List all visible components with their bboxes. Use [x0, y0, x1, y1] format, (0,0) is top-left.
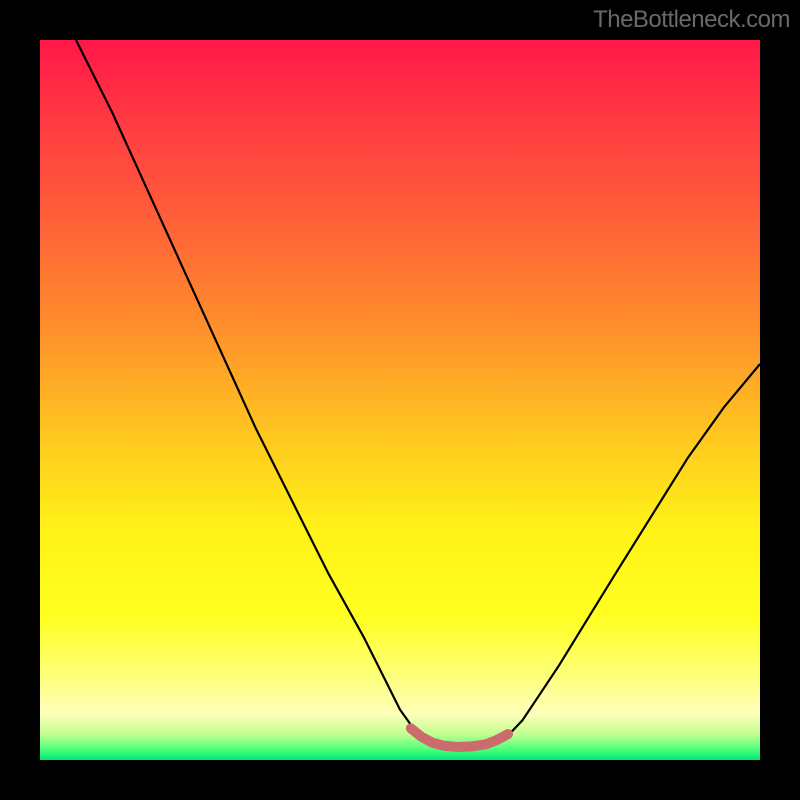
chart-svg — [40, 40, 760, 760]
plot-area — [40, 40, 760, 760]
chart-container: TheBottleneck.com — [0, 0, 800, 800]
gradient-background — [40, 40, 760, 760]
watermark-label: TheBottleneck.com — [593, 6, 790, 34]
